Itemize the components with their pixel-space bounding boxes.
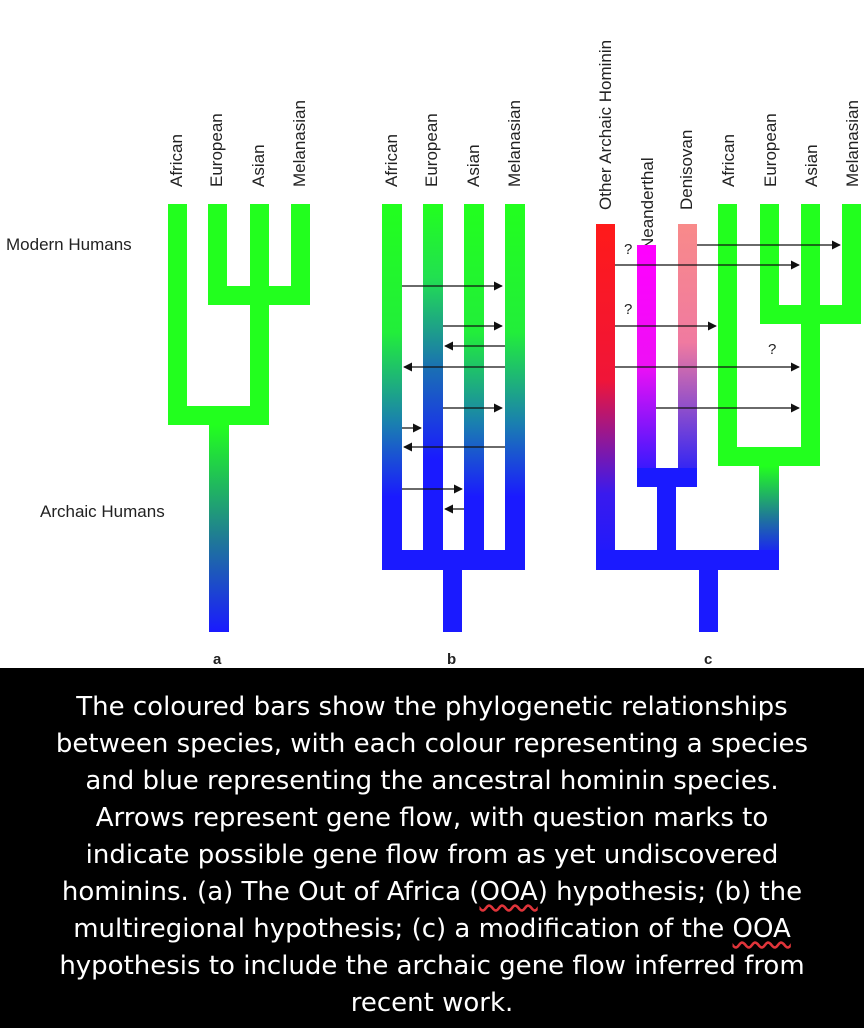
- panel-c-modern-trunk: [759, 466, 779, 557]
- panel-c-ancestral-trunk: [699, 570, 718, 632]
- figure-caption: The coloured bars show the phylogenetic …: [0, 668, 864, 1028]
- caption-fragment: hominins. (a) The Out of Africa (: [61, 877, 480, 907]
- caption-line: hypothesis to include the archaic gene f…: [59, 951, 805, 981]
- panel-c-letter: c: [704, 651, 712, 668]
- caption-line: indicate possible gene flow from as yet …: [85, 840, 779, 870]
- caption-line: between species, with each colour repres…: [55, 729, 809, 759]
- panel-b-asian-bar: [464, 204, 484, 570]
- panel-b: African European Asian Melanasian b: [382, 100, 525, 668]
- caption-line: The coloured bars show the phylogenetic …: [76, 692, 788, 722]
- panel-c-neand-denis-trunk: [657, 487, 676, 557]
- panel-c-label-asian: Asian: [802, 144, 821, 187]
- panel-c-label-neanderthal: Neanderthal: [638, 157, 657, 250]
- panel-a-melanasian-bar: [291, 204, 310, 305]
- panel-a-label-asian: Asian: [249, 144, 268, 187]
- panel-c-denisovan-bar: [678, 224, 697, 487]
- caption-line: multiregional hypothesis; (c) a modifica…: [0, 911, 864, 948]
- panel-c-gene-flow-arrows: [615, 240, 841, 413]
- panel-b-melanasian-bar: [505, 204, 525, 570]
- archaic-humans-label: Archaic Humans: [40, 502, 165, 521]
- panel-c-ooa-join: [718, 447, 820, 466]
- panel-c-eurasian-join: [760, 305, 861, 324]
- panel-b-letter: b: [447, 651, 456, 668]
- panel-b-label-european: European: [422, 113, 441, 187]
- ooa-abbreviation: OOA: [732, 914, 791, 944]
- panel-c-melanasian-bar: [842, 204, 861, 324]
- panel-a-european-bar: [208, 204, 227, 305]
- panel-c-label-other-archaic: Other Archaic Hominin: [596, 40, 615, 210]
- ooa-abbreviation: OOA: [479, 877, 538, 907]
- modern-humans-label: Modern Humans: [6, 235, 132, 254]
- caption-fragment: multiregional hypothesis; (c) a modifica…: [73, 914, 733, 944]
- panel-c-neanderthal-bar: [637, 245, 656, 487]
- panel-a-asian-bar: [250, 204, 269, 425]
- panel-b-ancestral-join: [382, 550, 525, 570]
- panel-b-label-asian: Asian: [464, 144, 483, 187]
- panel-c-other-archaic-bar: [596, 224, 615, 570]
- panel-c-label-european: European: [761, 113, 780, 187]
- panel-a-african-bar: [168, 204, 187, 425]
- panel-a-archaic-trunk: [209, 425, 229, 632]
- panel-b-african-bar: [382, 204, 402, 570]
- panel-b-ancestral-trunk: [443, 570, 462, 632]
- caption-line: recent work.: [350, 988, 514, 1018]
- caption-line: and blue representing the ancestral homi…: [85, 766, 779, 796]
- caption-line: hominins. (a) The Out of Africa (OOA) hy…: [0, 874, 864, 911]
- panel-b-european-bar: [423, 204, 443, 570]
- panel-c: Other Archaic Hominin Neanderthal Deniso…: [596, 40, 862, 668]
- panel-c-ancestral-join: [596, 550, 779, 570]
- panel-b-label-african: African: [382, 134, 401, 187]
- caption-line: Arrows represent gene flow, with questio…: [95, 803, 769, 833]
- panel-c-question-mark: ?: [768, 341, 776, 358]
- panel-b-gene-flow-arrows: [402, 281, 505, 514]
- panel-b-label-melanasian: Melanasian: [505, 100, 524, 187]
- panel-c-question-mark: ?: [624, 241, 632, 258]
- panel-c-european-bar: [760, 204, 779, 324]
- panel-a: African European Asian Melanasian a: [167, 100, 310, 668]
- panel-a-label-european: European: [207, 113, 226, 187]
- panel-c-label-melanasian: Melanasian: [843, 100, 862, 187]
- caption-fragment: ) hypothesis; (b) the: [537, 877, 803, 907]
- phylogeny-svg: Modern Humans Archaic Humans African Eur…: [6, 40, 862, 668]
- panel-c-african-bar: [718, 204, 737, 466]
- panel-a-label-melanasian: Melanasian: [290, 100, 309, 187]
- panel-a-letter: a: [213, 651, 222, 668]
- panel-a-ooa-join: [168, 406, 269, 425]
- phylogeny-diagram: Modern Humans Archaic Humans African Eur…: [0, 0, 864, 668]
- panel-c-label-denisovan: Denisovan: [677, 130, 696, 210]
- panel-c-asian-bar: [801, 204, 820, 466]
- panel-c-neand-denis-join: [637, 468, 697, 487]
- panel-c-question-mark: ?: [624, 301, 632, 318]
- panel-c-label-african: African: [719, 134, 738, 187]
- panel-a-label-african: African: [167, 134, 186, 187]
- panel-a-eurasian-join: [208, 286, 310, 305]
